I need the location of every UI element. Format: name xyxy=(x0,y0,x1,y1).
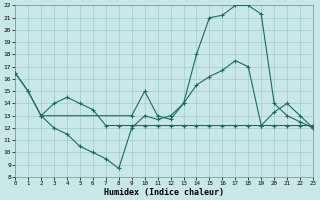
X-axis label: Humidex (Indice chaleur): Humidex (Indice chaleur) xyxy=(104,188,224,197)
